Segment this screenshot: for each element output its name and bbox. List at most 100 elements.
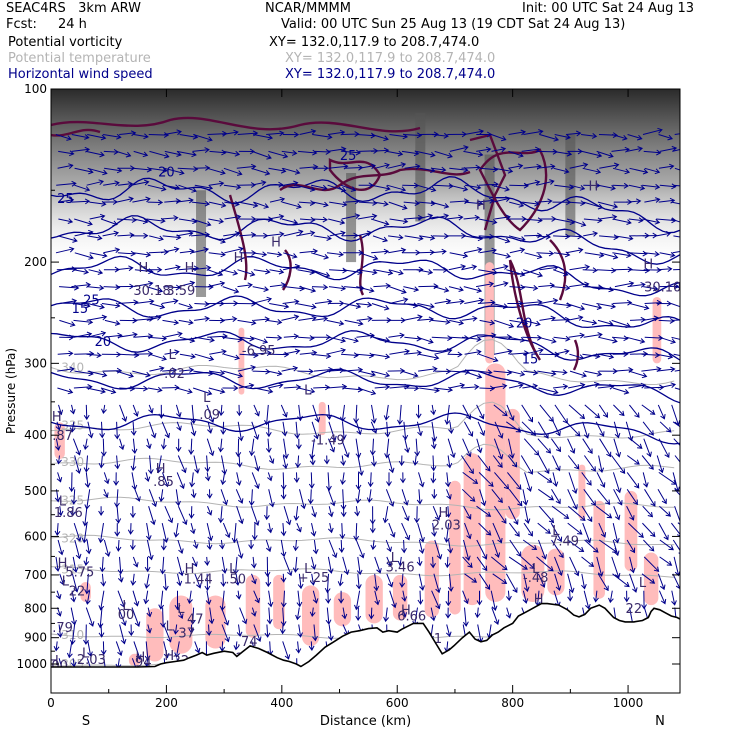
wind-vector-111 xyxy=(461,164,481,171)
wind-vector-1051 xyxy=(72,556,79,573)
wind-vector-82 xyxy=(659,145,678,152)
wind-vector-582 xyxy=(598,353,615,360)
wind-vector-269 xyxy=(313,235,332,241)
terrain-fill xyxy=(51,603,680,693)
wind-vector-529 xyxy=(431,335,453,342)
wind-vector-943 xyxy=(340,506,347,518)
wind-vector-993 xyxy=(464,522,472,540)
wind-vector-412 xyxy=(569,281,590,288)
extremum-label-21: L xyxy=(59,494,67,509)
forecast-label: Fcst: xyxy=(6,17,37,32)
wind-vector-813 xyxy=(282,455,289,470)
wind-vector-1022 xyxy=(265,539,272,553)
wind-vector-95 xyxy=(223,167,243,176)
wind-vector-749 xyxy=(582,421,590,439)
wind-vector-777 xyxy=(369,438,376,456)
wind-vector-439 xyxy=(344,303,362,309)
wind-vector-521 xyxy=(311,334,332,341)
wind-vector-68 xyxy=(449,145,469,152)
wind-vector-766 xyxy=(206,438,215,457)
extremum-label-56: L xyxy=(82,647,90,662)
wind-vector-617 xyxy=(493,369,513,376)
pv-contour-6 xyxy=(508,259,541,361)
wind-vector-85 xyxy=(74,167,94,175)
wind-vector-847 xyxy=(162,472,170,488)
wind-vector-629 xyxy=(674,369,680,372)
wind-vector-337 xyxy=(73,268,90,275)
wind-vector-986 xyxy=(353,523,360,541)
wind-vector-1108 xyxy=(297,573,304,590)
wind-vector-93 xyxy=(194,165,211,171)
pv-shading-patch-8 xyxy=(333,592,352,627)
wind-vector-53 xyxy=(223,150,241,157)
wind-vector-951 xyxy=(463,505,472,520)
wind-vector-1122 xyxy=(505,573,518,594)
wind-vector-808 xyxy=(204,455,211,473)
wind-vector-717 xyxy=(99,421,106,439)
wind-vector-33 xyxy=(554,134,571,140)
wind-vector-834 xyxy=(598,455,605,474)
wind-vector-829 xyxy=(520,455,533,475)
wind-vector-1102 xyxy=(204,573,211,592)
wind-vector-364 xyxy=(478,269,498,276)
y-tick-label-600: 600 xyxy=(24,529,47,543)
wind-vector-255 xyxy=(102,230,120,237)
wind-vector-819 xyxy=(371,455,377,467)
wind-vector-377 xyxy=(673,268,680,271)
wind-vector-1223 xyxy=(188,624,195,634)
wind-vector-692 xyxy=(353,404,360,424)
wind-vector-953 xyxy=(493,505,507,524)
wind-vector-465 xyxy=(104,319,121,326)
wind-vector-227 xyxy=(312,216,328,223)
wind-vector-805 xyxy=(156,455,162,474)
wind-vector-891 xyxy=(190,489,197,499)
wind-vector-622 xyxy=(569,370,587,378)
pv-shading-patch-22 xyxy=(318,401,326,436)
wind-vector-1096 xyxy=(117,573,124,583)
wind-vector-812 xyxy=(268,455,275,465)
extremum-label-45: 47 xyxy=(187,612,204,627)
extremum-label-14: .09 xyxy=(199,408,220,423)
wind-vector-960 xyxy=(595,505,613,519)
wind-vector-831 xyxy=(552,455,561,472)
wind-vector-896 xyxy=(268,489,275,508)
wind-vector-975 xyxy=(190,522,196,535)
wind-vector-969 xyxy=(98,523,104,544)
wind-vector-711 xyxy=(641,404,656,415)
wind-vector-1221 xyxy=(163,624,172,643)
wind-vector-232 xyxy=(389,218,409,225)
wind-vector-29 xyxy=(491,134,507,142)
wind-vector-997 xyxy=(523,522,533,537)
wind-vector-743 xyxy=(494,421,504,439)
wind-vector-721 xyxy=(161,421,170,439)
wind-vector-879 xyxy=(642,472,649,488)
wind-vector-554 xyxy=(179,353,196,360)
wind-vector-991 xyxy=(431,523,437,537)
wind-vector-782 xyxy=(447,438,456,459)
wind-vector-848 xyxy=(176,472,185,490)
y-tick-label-700: 700 xyxy=(24,568,47,582)
wind-vector-1035 xyxy=(463,539,471,562)
wind-vector-302 xyxy=(179,248,195,255)
wind-vector-158 xyxy=(536,179,555,186)
extremum-label-42: L xyxy=(122,599,130,614)
wind-vector-416 xyxy=(627,281,646,288)
wind-vector-1010 xyxy=(85,539,92,555)
wind-vector-1086 xyxy=(596,556,604,577)
wind-vector-575 xyxy=(494,348,513,355)
wind-vector-714 xyxy=(55,421,62,431)
wind-vector-1126 xyxy=(567,573,575,594)
wind-vector-989 xyxy=(401,522,411,541)
wind-vector-449 xyxy=(492,303,509,309)
wind-vector-181 xyxy=(253,201,270,209)
wind-vector-1014 xyxy=(146,539,154,561)
wind-vector-1172 xyxy=(623,590,630,603)
wind-vector-922 xyxy=(657,489,667,505)
wind-vector-605 xyxy=(313,366,334,373)
wind-vector-407 xyxy=(493,281,509,288)
wind-vector-434 xyxy=(269,303,290,310)
wind-vector-164 xyxy=(628,184,646,191)
x-tick-label-600: 600 xyxy=(386,696,409,710)
wind-vector-925 xyxy=(69,506,76,517)
wind-vector-261 xyxy=(191,231,211,238)
